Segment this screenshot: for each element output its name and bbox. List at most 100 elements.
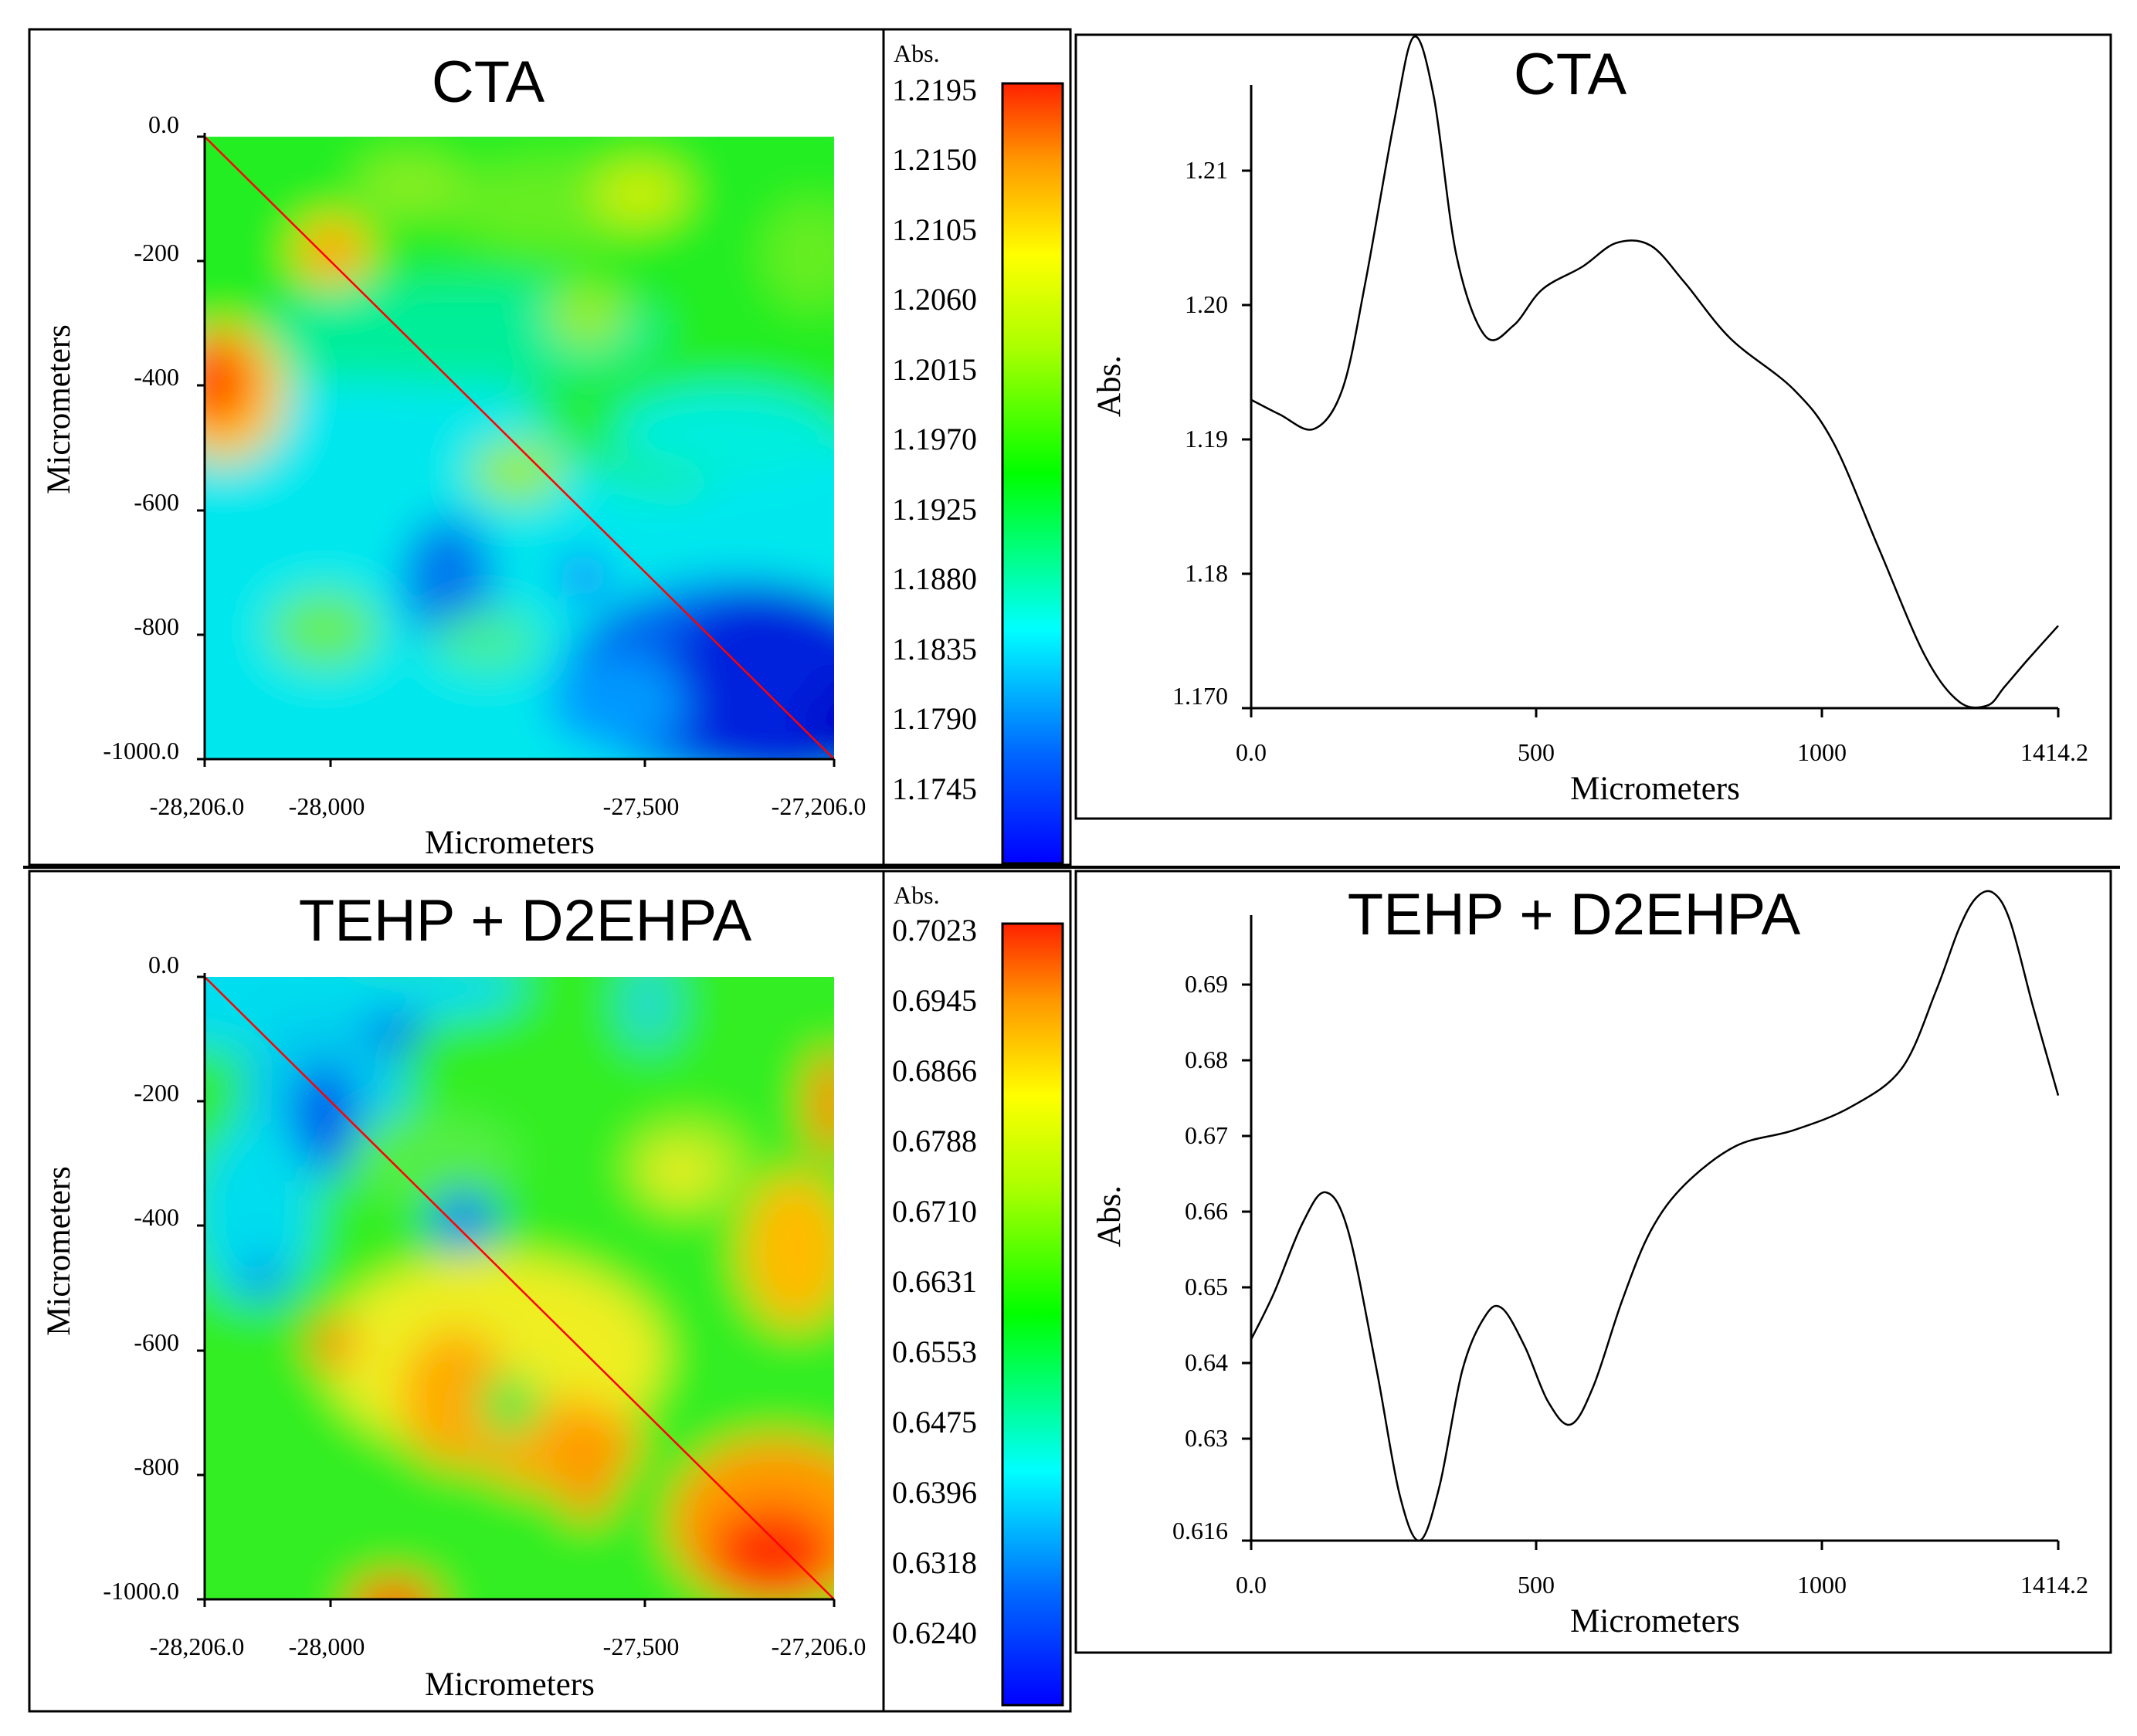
heatmap-cta-y-ticks: 0.0 -200 -400 -600 -800 -1000.0 — [103, 110, 179, 765]
colorbar-cta: Abs. 1.2195 1.2150 1.2105 1.2060 1.2015 … — [892, 39, 1064, 865]
y-tick-label: -200 — [134, 1079, 179, 1107]
line-chart-tehp: TEHP + D2EHPA 0.69 0.68 0.67 0.66 0.65 0… — [1091, 882, 2088, 1639]
colorbar-tick-label: 0.6396 — [892, 1475, 977, 1510]
y-tick-label: -800 — [134, 612, 179, 640]
heatmap-cta-axes — [197, 133, 836, 767]
x-tick-label: 0.0 — [1236, 738, 1267, 766]
y-tick-label: -1000.0 — [103, 737, 179, 765]
heatmap-tehp-ylabel: Micrometers — [41, 1166, 77, 1336]
y-tick-label: 1.19 — [1185, 425, 1228, 453]
x-tick-label: -28,206.0 — [150, 1633, 245, 1660]
panel-frame-cta-colorbar — [882, 28, 1072, 866]
line-chart-tehp-ylabel: Abs. — [1091, 1185, 1128, 1247]
heatmap-cta-xlabel: Micrometers — [425, 825, 595, 861]
line-chart-cta-ylabel: Abs. — [1091, 355, 1128, 417]
line-chart-tehp-x-ticks: 0.0 500 1000 1414.2 — [1236, 1571, 2088, 1599]
colorbar-tick-label: 0.7023 — [892, 913, 977, 948]
colorbar-tick-label: 1.2195 — [892, 73, 977, 107]
heatmap-tehp-axes — [197, 973, 836, 1607]
line-chart-tehp-xlabel: Micrometers — [1570, 1603, 1740, 1639]
x-tick-label: 1414.2 — [2020, 1571, 2088, 1599]
colorbar-tick-label: 0.6553 — [892, 1334, 977, 1369]
y-tick-label: -600 — [134, 1328, 179, 1356]
heatmap-cta-profile-line — [204, 136, 835, 760]
y-tick-label: 1.20 — [1185, 290, 1228, 318]
line-chart-cta-y-ticks: 1.21 1.20 1.19 1.18 1.170 — [1172, 156, 1228, 710]
colorbar-tick-label: 0.6318 — [892, 1545, 977, 1580]
colorbar-tick-label: 1.1970 — [892, 422, 977, 456]
line-chart-cta-x-ticks: 0.0 500 1000 1414.2 — [1236, 738, 2088, 766]
line-chart-tehp-title: TEHP + D2EHPA — [1348, 882, 1801, 948]
line-chart-tehp-y-ticks: 0.69 0.68 0.67 0.66 0.65 0.64 0.63 0.616 — [1172, 970, 1228, 1544]
colorbar-tick-label: 1.1835 — [892, 632, 977, 666]
colorbar-tick-label: 1.1790 — [892, 701, 977, 736]
y-tick-label: 0.0 — [148, 110, 179, 138]
colorbar-tick-label: 1.1745 — [892, 771, 977, 806]
colorbar-tick-label: 0.6631 — [892, 1264, 977, 1299]
y-tick-label: 0.69 — [1185, 970, 1228, 998]
y-tick-label: 1.21 — [1185, 156, 1228, 184]
y-tick-label: 0.65 — [1185, 1273, 1228, 1300]
line-chart-tehp-axes — [1242, 915, 2060, 1550]
heatmap-tehp-title: TEHP + D2EHPA — [299, 888, 752, 954]
heatmap-cta-title: CTA — [432, 49, 545, 115]
y-tick-label: -800 — [134, 1453, 179, 1480]
colorbar-tick-label: 0.6710 — [892, 1194, 977, 1229]
panel-frame-tehp-profile — [1074, 870, 2112, 1654]
x-tick-label: -27,500 — [603, 792, 680, 820]
colorbar-tick-label: 1.2105 — [892, 212, 977, 247]
colorbar-tehp: Abs. 0.7023 0.6945 0.6866 0.6788 0.6710 … — [892, 881, 1064, 1707]
heatmap-cta: CTA — [41, 49, 867, 861]
colorbar-tick-label: 1.1880 — [892, 561, 977, 596]
heatmap-cta-x-ticks: -28,206.0 -28,000 -27,500 -27,206.0 — [150, 792, 867, 820]
x-tick-label: -27,206.0 — [772, 1633, 867, 1660]
y-tick-label: -600 — [134, 488, 179, 516]
panel-frame-cta-profile — [1074, 33, 2112, 820]
line-chart-cta: CTA 1.21 1.20 1.19 1.18 1.170 0.0 500 10… — [1091, 36, 2088, 807]
line-chart-cta-title: CTA — [1514, 42, 1627, 107]
panel-frame-tehp-colorbar — [882, 870, 1072, 1713]
y-tick-label: -200 — [134, 239, 179, 266]
heatmap-tehp: TEHP + D2EHPA — [41, 888, 867, 1703]
y-tick-label: 1.18 — [1185, 559, 1228, 587]
series-line — [1250, 890, 2060, 1542]
colorbar-tick-label: 1.2015 — [892, 352, 977, 387]
colorbar-tick-label: 1.2060 — [892, 282, 977, 317]
y-tick-label: -400 — [134, 1203, 179, 1231]
y-tick-label: 0.63 — [1185, 1424, 1228, 1452]
y-tick-label: -400 — [134, 363, 179, 391]
x-tick-label: -27,206.0 — [772, 792, 867, 820]
x-tick-label: 500 — [1518, 1571, 1555, 1599]
heatmap-tehp-y-ticks: 0.0 -200 -400 -600 -800 -1000.0 — [103, 951, 179, 1605]
colorbar-tick-label: 1.1925 — [892, 492, 977, 527]
colorbar-tehp-ticks: 0.7023 0.6945 0.6866 0.6788 0.6710 0.663… — [892, 913, 977, 1650]
colorbar-cta-label: Abs. — [894, 39, 940, 67]
heatmap-tehp-x-ticks: -28,206.0 -28,000 -27,500 -27,206.0 — [150, 1633, 867, 1660]
x-tick-label: -27,500 — [603, 1633, 680, 1660]
x-tick-label: 1414.2 — [2020, 738, 2088, 766]
colorbar-tick-label: 0.6240 — [892, 1616, 977, 1650]
line-chart-cta-series — [1250, 36, 2059, 709]
line-chart-tehp-series — [1250, 890, 2060, 1542]
colorbar-cta-gradient — [1001, 82, 1064, 865]
heatmap-tehp-xlabel: Micrometers — [425, 1666, 595, 1703]
x-tick-label: 1000 — [1797, 738, 1847, 766]
y-tick-label: 0.66 — [1185, 1197, 1228, 1225]
x-tick-label: 0.0 — [1236, 1571, 1267, 1599]
y-tick-label: 0.616 — [1172, 1517, 1228, 1544]
colorbar-tehp-gradient — [1001, 922, 1064, 1707]
line-chart-cta-axes — [1242, 85, 2060, 717]
heatmap-tehp-profile-line — [204, 976, 835, 1600]
colorbar-tick-label: 0.6788 — [892, 1124, 977, 1158]
x-tick-label: 500 — [1518, 738, 1555, 766]
y-tick-label: 0.67 — [1185, 1121, 1228, 1149]
colorbar-tick-label: 1.2150 — [892, 142, 977, 177]
heatmap-cta-ylabel: Micrometers — [41, 324, 77, 494]
y-tick-label: 0.0 — [148, 951, 179, 978]
series-line — [1250, 36, 2059, 709]
y-tick-label: 0.64 — [1185, 1348, 1228, 1376]
y-tick-label: 1.170 — [1172, 682, 1228, 710]
x-tick-label: -28,000 — [289, 1633, 365, 1660]
x-tick-label: 1000 — [1797, 1571, 1847, 1599]
colorbar-tehp-label: Abs. — [894, 881, 940, 909]
